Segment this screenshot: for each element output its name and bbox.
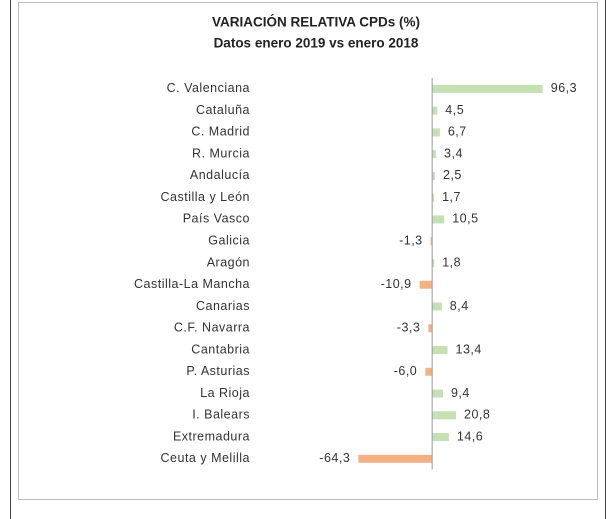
- data-label: 1,7: [442, 190, 461, 204]
- category-label: C. Valenciana: [167, 81, 250, 95]
- category-label: Galicia: [208, 233, 250, 247]
- category-label: Andalucía: [190, 168, 250, 182]
- category-label: Extremadura: [173, 429, 250, 443]
- data-label: 4,5: [445, 103, 464, 117]
- data-label: 10,5: [452, 212, 478, 226]
- data-label: 14,6: [457, 429, 483, 443]
- category-label: R. Murcia: [192, 146, 250, 160]
- category-label: C. Madrid: [191, 125, 250, 139]
- category-label: Cantabria: [191, 342, 250, 356]
- category-label: C.F. Navarra: [174, 321, 250, 335]
- bar: [432, 128, 440, 137]
- bar: [358, 454, 433, 463]
- category-label: P. Asturias: [186, 364, 250, 378]
- category-label: Cataluña: [196, 103, 250, 117]
- bar: [419, 280, 433, 289]
- category-label: Ceuta y Melilla: [161, 451, 250, 465]
- category-label: Canarias: [196, 299, 250, 313]
- bar: [430, 237, 433, 246]
- data-label: 20,8: [464, 408, 490, 422]
- category-label: Castilla-La Mancha: [134, 277, 250, 291]
- bar: [432, 150, 437, 159]
- category-label: Aragón: [207, 255, 250, 269]
- category-label: Castilla y León: [161, 190, 251, 204]
- category-label: País Vasco: [183, 212, 250, 226]
- data-label: 2,5: [443, 168, 462, 182]
- data-label: -1,3: [399, 233, 423, 247]
- data-label: 1,8: [442, 255, 461, 269]
- data-label: 13,4: [456, 342, 482, 356]
- bar: [432, 171, 436, 180]
- bar: [432, 389, 443, 398]
- bar: [432, 193, 435, 202]
- data-label: -64,3: [319, 451, 350, 465]
- data-label: -10,9: [381, 277, 412, 291]
- bar: [432, 411, 457, 420]
- data-label: -3,3: [397, 321, 421, 335]
- plot-frame: [18, 2, 598, 500]
- chart-title: VARIACIÓN RELATIVA CPDs (%): [212, 15, 420, 30]
- data-label: 3,4: [444, 146, 463, 160]
- bar: [432, 106, 438, 115]
- category-label: La Rioja: [200, 386, 250, 400]
- bar: [432, 84, 543, 93]
- bar: [432, 258, 435, 267]
- bar: [432, 302, 442, 311]
- data-label: -6,0: [394, 364, 418, 378]
- chart-subtitle: Datos enero 2019 vs enero 2018: [214, 36, 419, 51]
- bar: [432, 433, 449, 442]
- bar: [428, 324, 433, 333]
- data-label: 6,7: [448, 125, 467, 139]
- bar: [432, 346, 448, 354]
- bar: [432, 215, 445, 224]
- category-label: I. Balears: [192, 408, 250, 422]
- data-label: 8,4: [450, 299, 469, 313]
- data-label: 9,4: [451, 386, 470, 400]
- bar: [425, 367, 433, 376]
- data-label: 96,3: [551, 81, 577, 95]
